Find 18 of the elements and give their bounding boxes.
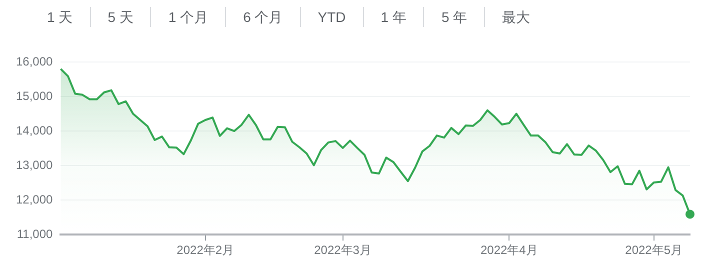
text: YTD <box>300 7 364 27</box>
y-tick-label: 13,000 <box>16 158 54 172</box>
y-tick-label: 16,000 <box>16 54 54 68</box>
x-tick-label: 2022年3月 <box>314 243 372 258</box>
text: 5 年 <box>424 7 486 27</box>
y-tick-label: 12,000 <box>16 192 54 206</box>
y-tick-label: 15,000 <box>16 88 54 103</box>
x-tick-label: 2022年4月 <box>480 243 538 258</box>
text: 6 个月 <box>226 7 301 27</box>
text: 1 天 <box>30 7 91 27</box>
text: 1 年 <box>364 7 424 27</box>
y-tick-label: 11,000 <box>16 226 54 241</box>
text: 5 天 <box>90 7 152 27</box>
x-tick-label: 2022年2月 <box>176 243 234 258</box>
y-tick-label: 14,000 <box>16 123 54 138</box>
x-tick-label: 2022年5月 <box>625 243 683 258</box>
text: 1 个月 <box>151 7 226 27</box>
text: 最大 <box>501 8 532 27</box>
